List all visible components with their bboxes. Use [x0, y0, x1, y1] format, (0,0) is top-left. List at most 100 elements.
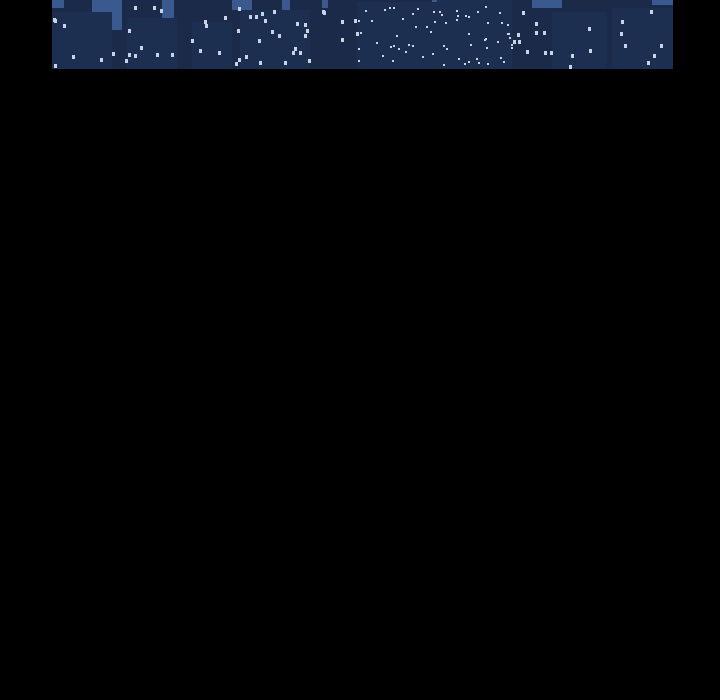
- sky-patch: [282, 0, 290, 14]
- lit-window: [54, 19, 57, 23]
- lit-window: [476, 58, 478, 60]
- lit-window: [485, 6, 487, 8]
- comic-panel-image: [52, 0, 673, 69]
- lit-window: [526, 50, 529, 54]
- lit-window: [160, 9, 163, 13]
- lit-window: [341, 38, 344, 42]
- lit-window: [224, 16, 227, 20]
- lit-window: [390, 46, 392, 48]
- lit-window: [412, 45, 414, 47]
- lit-window: [306, 29, 309, 33]
- lit-window: [249, 15, 252, 19]
- lit-window: [456, 19, 458, 21]
- lit-window: [398, 48, 400, 50]
- lit-window: [446, 48, 448, 50]
- lit-window: [191, 39, 194, 43]
- lit-window: [292, 51, 295, 55]
- lit-window: [588, 27, 591, 31]
- empty-black-area: [0, 69, 720, 700]
- lit-window: [518, 40, 521, 44]
- lit-window: [511, 47, 513, 49]
- lit-window: [72, 55, 75, 59]
- lit-window: [112, 52, 115, 56]
- lit-window: [358, 60, 360, 62]
- lit-window: [365, 10, 367, 12]
- lit-window: [503, 61, 505, 63]
- lit-window: [432, 53, 434, 55]
- lit-window: [237, 29, 240, 33]
- lit-window: [445, 22, 447, 24]
- lit-window: [299, 51, 302, 55]
- lit-window: [487, 22, 489, 24]
- lit-window: [464, 63, 466, 65]
- lit-window: [63, 24, 66, 28]
- lit-window: [259, 61, 262, 65]
- lit-window: [458, 58, 460, 60]
- lit-window: [393, 45, 395, 47]
- lit-window: [620, 32, 623, 36]
- lit-window: [238, 58, 241, 62]
- lit-window: [199, 49, 202, 53]
- lit-window: [441, 14, 443, 16]
- lit-window: [284, 61, 287, 65]
- lit-window: [235, 62, 238, 66]
- lit-window: [134, 6, 137, 10]
- lit-window: [465, 15, 467, 17]
- lit-window: [323, 11, 326, 15]
- lit-window: [571, 54, 574, 58]
- lit-window: [517, 33, 520, 37]
- lit-window: [128, 29, 131, 33]
- lit-window: [468, 33, 470, 35]
- lit-window: [171, 53, 174, 57]
- lit-window: [376, 42, 378, 44]
- lit-window: [468, 16, 470, 18]
- lit-window: [396, 35, 398, 37]
- lit-window: [354, 19, 357, 23]
- lit-window: [153, 6, 156, 10]
- lit-window: [393, 7, 395, 9]
- lit-window: [426, 26, 428, 28]
- lit-window: [308, 59, 311, 63]
- lit-window: [218, 51, 221, 55]
- lit-window: [271, 30, 274, 34]
- lit-window: [238, 7, 241, 11]
- lit-window: [204, 20, 207, 24]
- lit-window: [433, 11, 435, 13]
- sky-patch: [532, 0, 562, 8]
- city-skyline-illustration: [52, 0, 673, 69]
- lit-window: [245, 55, 248, 59]
- lit-window: [509, 37, 511, 39]
- lit-window: [485, 38, 487, 40]
- lit-window: [487, 63, 489, 65]
- lit-window: [422, 56, 424, 58]
- lit-window: [304, 23, 307, 27]
- lit-window: [543, 31, 546, 35]
- lit-window: [273, 10, 276, 14]
- lit-window: [412, 13, 414, 15]
- lit-window: [647, 61, 650, 65]
- lit-window: [54, 64, 57, 68]
- building: [240, 10, 310, 69]
- lit-window: [358, 20, 360, 22]
- lit-window: [356, 32, 359, 36]
- sky-patch: [322, 0, 328, 8]
- lit-window: [402, 18, 404, 20]
- lit-window: [294, 47, 297, 51]
- lit-window: [255, 15, 258, 19]
- building: [437, 0, 512, 69]
- lit-window: [486, 47, 488, 49]
- sky-patch: [162, 0, 174, 18]
- lit-window: [125, 59, 128, 63]
- lit-window: [134, 54, 137, 58]
- lit-window: [468, 61, 470, 63]
- lit-window: [341, 20, 344, 24]
- lit-window: [500, 57, 502, 59]
- lit-window: [621, 20, 624, 24]
- lit-window: [304, 34, 307, 38]
- lit-window: [439, 11, 441, 13]
- sky-patch: [232, 0, 252, 10]
- sky-patch: [652, 0, 673, 5]
- lit-window: [535, 31, 538, 35]
- lit-window: [589, 49, 592, 53]
- lit-window: [569, 65, 572, 69]
